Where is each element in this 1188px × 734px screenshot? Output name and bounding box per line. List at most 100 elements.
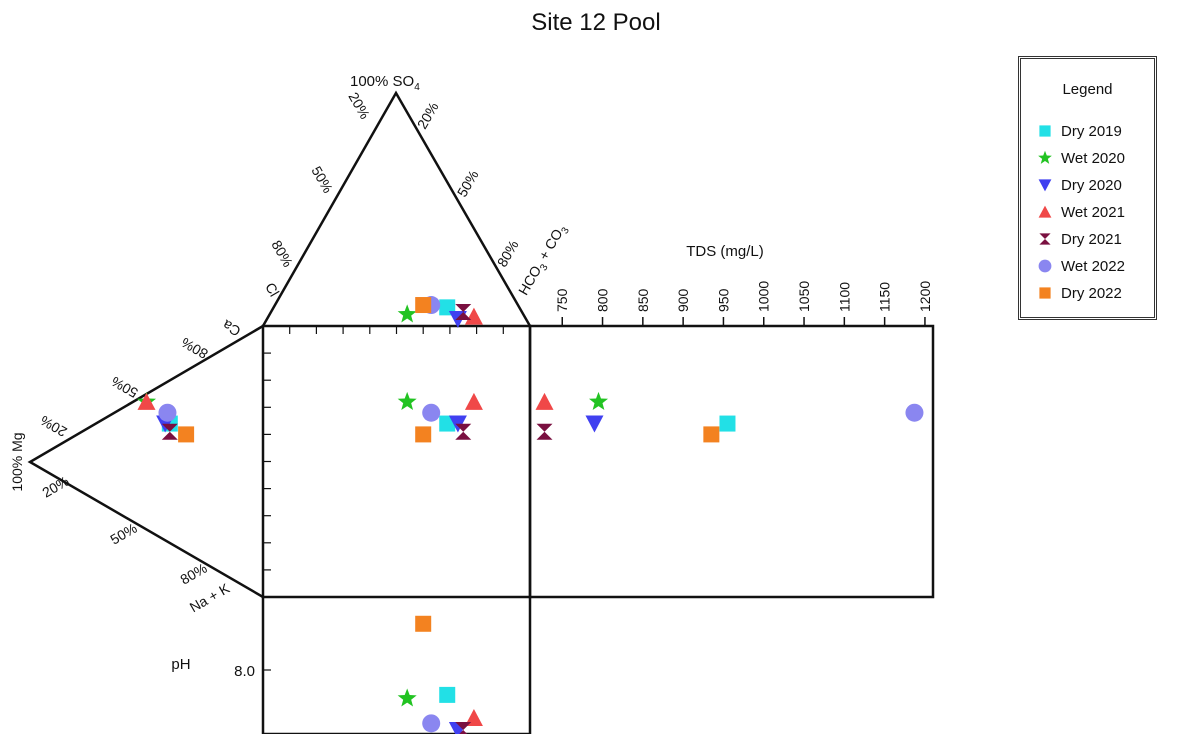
tds-tick-label: 1150 bbox=[877, 282, 893, 312]
tds-tick-label: 900 bbox=[675, 288, 691, 312]
legend-marker bbox=[1038, 205, 1052, 218]
point-dry-2019-tds-shape bbox=[719, 415, 736, 432]
tds-tick-label: 800 bbox=[595, 288, 611, 312]
point-dry-2021-anion-shape bbox=[455, 304, 472, 321]
point-dry-2022-cation bbox=[178, 426, 195, 443]
point-dry-2021-ph bbox=[455, 722, 472, 734]
point-wet-2020-anion bbox=[397, 304, 417, 323]
point-dry-2020-tds-shape bbox=[585, 415, 604, 433]
ph-axis-label: pH bbox=[171, 656, 190, 673]
point-wet-2020-tds bbox=[589, 391, 609, 410]
anion-left-tick-label: 50% bbox=[308, 163, 336, 195]
legend-label: Dry 2021 bbox=[1061, 230, 1122, 248]
legend-marker-shape-shape bbox=[1039, 287, 1051, 299]
point-wet-2021-tds bbox=[535, 392, 554, 410]
point-dry-2021-square-shape bbox=[455, 423, 472, 440]
legend-item-wet-2020: Wet 2020 bbox=[1037, 148, 1125, 168]
point-dry-2022-anion-shape bbox=[415, 297, 432, 314]
legend-marker bbox=[1038, 179, 1052, 192]
point-wet-2022-tds bbox=[905, 403, 924, 422]
point-dry-2021-cation-shape bbox=[161, 423, 178, 440]
legend-marker-shape-shape bbox=[1038, 259, 1052, 273]
point-wet-2022-tds-shape bbox=[905, 403, 924, 422]
legend-marker bbox=[1039, 233, 1051, 245]
point-wet-2022-cation-shape bbox=[158, 403, 177, 422]
legend-marker-shape bbox=[1039, 287, 1051, 299]
legend-label: Wet 2020 bbox=[1061, 149, 1125, 167]
cation-top-tick-label: 20% bbox=[37, 412, 69, 440]
central-square bbox=[261, 324, 532, 599]
anion-right-sub2: 3 bbox=[560, 225, 573, 236]
axis-labels: TDS (mg/L) 750 800 850 900 950 1000 1050 1100 115… bbox=[9, 73, 933, 680]
tds-tick-label: 950 bbox=[715, 288, 731, 312]
point-dry-2022-cation-shape bbox=[178, 426, 195, 443]
point-wet-2021-cation-shape bbox=[137, 392, 156, 410]
legend-item-wet-2022: Wet 2022 bbox=[1037, 256, 1125, 276]
point-wet-2022-ph-shape bbox=[422, 714, 441, 733]
point-dry-2022-anion bbox=[415, 297, 432, 314]
tds-tick-label: 850 bbox=[635, 288, 651, 312]
point-wet-2021-cation bbox=[137, 392, 156, 410]
tds-tick-label: 1050 bbox=[796, 281, 812, 312]
cation-top-label: Ca bbox=[220, 317, 244, 340]
legend-marker-shape-shape bbox=[1038, 150, 1052, 164]
cation-top-tick-label: 80% bbox=[178, 334, 210, 362]
point-dry-2022-square bbox=[415, 426, 432, 443]
legend-label: Dry 2019 bbox=[1061, 122, 1122, 140]
point-dry-2022-square-shape bbox=[415, 426, 432, 443]
point-wet-2022-cation bbox=[158, 403, 177, 422]
anion-apex-subscript: 4 bbox=[414, 82, 420, 93]
legend-marker bbox=[1038, 150, 1052, 164]
legend-item-dry-2019: Dry 2019 bbox=[1037, 121, 1122, 141]
chart-title: Site 12 Pool bbox=[531, 9, 660, 36]
point-wet-2021-ph bbox=[464, 709, 483, 726]
point-dry-2021-cation bbox=[161, 423, 178, 440]
point-wet-2021-square bbox=[464, 392, 483, 410]
point-wet-2021-tds-shape bbox=[535, 392, 554, 410]
cation-top-tick-label: 50% bbox=[108, 373, 140, 401]
anion-right-tick-label: 20% bbox=[414, 99, 442, 131]
legend-label: Dry 2020 bbox=[1061, 176, 1122, 194]
tick-marks bbox=[263, 317, 926, 671]
anion-right-tick-label: 80% bbox=[494, 237, 522, 269]
legend-marker-shape-shape bbox=[1039, 233, 1051, 245]
legend-marker bbox=[1039, 287, 1051, 299]
point-wet-2020-square-shape bbox=[397, 391, 417, 410]
data-points bbox=[136, 296, 924, 734]
point-dry-2022-ph bbox=[415, 615, 432, 632]
point-dry-2020-tds bbox=[585, 415, 604, 433]
tds-tick-label: 1100 bbox=[836, 282, 852, 312]
legend: Legend Dry 2019 Wet 2020 Dry 2020 Wet 2021 D… bbox=[1018, 56, 1157, 320]
point-wet-2021-ph-shape bbox=[464, 709, 483, 726]
anion-right-sub1: 3 bbox=[538, 262, 551, 273]
point-wet-2020-anion-shape bbox=[397, 304, 417, 323]
legend-item-dry-2020: Dry 2020 bbox=[1037, 175, 1122, 195]
point-wet-2020-ph-shape bbox=[397, 688, 417, 707]
cation-bottom-label: Na + K bbox=[187, 580, 233, 616]
tds-tick-label: 1200 bbox=[917, 281, 933, 312]
legend-title: Legend bbox=[1062, 81, 1113, 98]
point-dry-2021-ph-shape bbox=[455, 722, 472, 734]
anion-apex-label: 100% SO4 bbox=[350, 73, 420, 93]
legend-marker bbox=[1038, 259, 1052, 273]
point-wet-2021-anion-shape bbox=[464, 307, 483, 325]
cation-triangle bbox=[27, 324, 264, 599]
legend-item-dry-2021: Dry 2021 bbox=[1037, 229, 1122, 249]
anion-left-tick-label: 20% bbox=[345, 89, 373, 121]
anion-left-tick-label: 80% bbox=[268, 237, 296, 269]
point-dry-2022-ph-shape bbox=[415, 615, 432, 632]
ph-tick-label: 8.0 bbox=[234, 663, 255, 680]
point-wet-2020-square bbox=[397, 391, 417, 410]
point-dry-2019-tds bbox=[719, 415, 736, 432]
point-dry-2019-ph-shape bbox=[439, 686, 456, 703]
legend-marker-shape bbox=[1038, 179, 1052, 192]
legend-item-wet-2021: Wet 2021 bbox=[1037, 202, 1125, 222]
legend-marker-shape bbox=[1039, 125, 1051, 137]
point-wet-2022-square-shape bbox=[422, 403, 441, 422]
point-dry-2021-tds bbox=[536, 423, 553, 440]
legend-marker-shape bbox=[1038, 205, 1052, 218]
tds-tick-label: 750 bbox=[554, 288, 570, 312]
legend-item-dry-2022: Dry 2022 bbox=[1037, 283, 1122, 303]
legend-marker-shape bbox=[1039, 233, 1051, 245]
